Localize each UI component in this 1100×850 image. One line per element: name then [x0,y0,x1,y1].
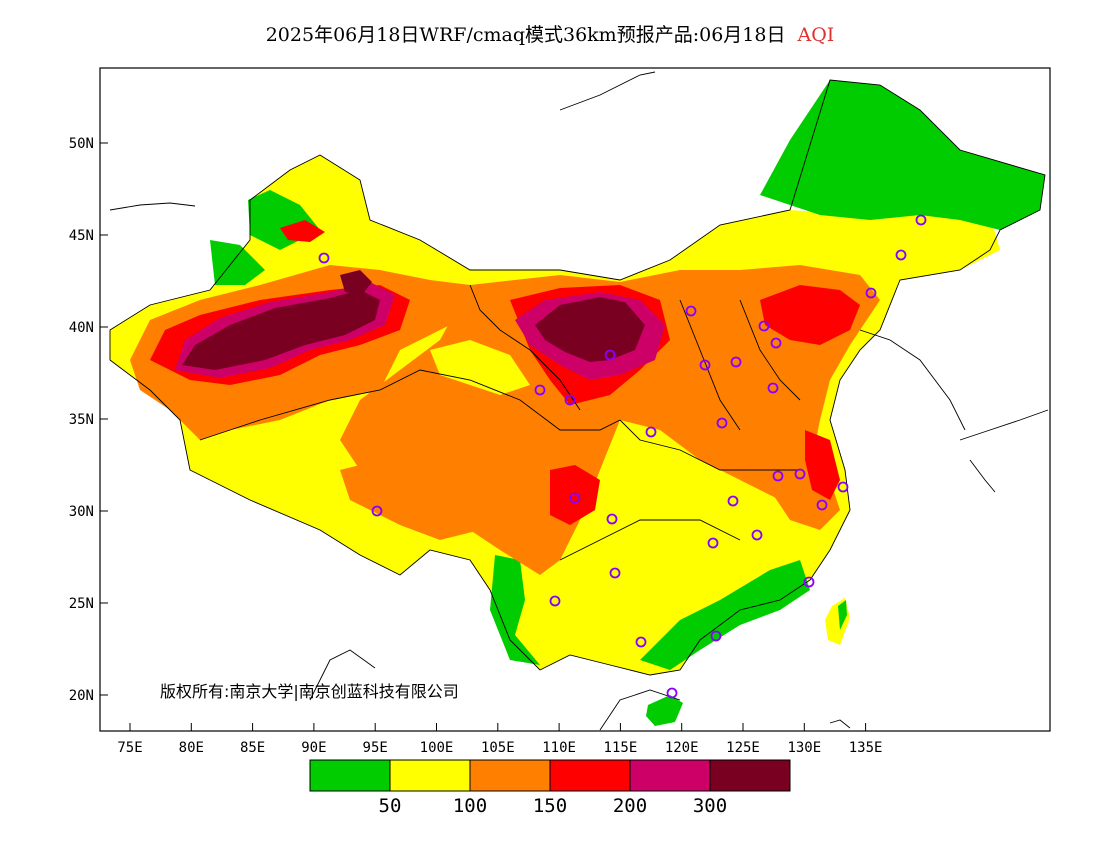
x-tick-label: 110E [542,740,576,756]
plot-frame [99,67,1051,732]
aqi-zone-hazardous-north [535,297,645,362]
station-marker [794,468,806,480]
x-tick-label: 135E [849,740,883,756]
aqi-zone-hazardous-xinjiang-2 [340,270,372,295]
station-marker [635,636,647,648]
station-marker [371,505,383,517]
station-marker [707,537,719,549]
map-field [109,71,1049,731]
station-marker [685,305,697,317]
copyright-text: 版权所有:南京大学|南京创蓝科技有限公司 [160,682,459,701]
aqi-zone-unhealthy-jiangsu [805,430,840,500]
boundary-lines [109,71,1049,731]
x-tick-label: 115E [604,740,638,756]
station-marker [772,470,784,482]
x-tick-label: 130E [787,740,821,756]
station-marker [837,481,849,493]
station-marker [645,426,657,438]
station-marker [609,567,621,579]
station-marker [915,214,927,226]
aqi-zone-usg-southwest [340,460,480,540]
title-text: 2025年06月18日WRF/cmaq模式36km预报产品:06月18日 [265,24,786,46]
station-marker [699,359,711,371]
aqi-zone-good-hainan [646,695,683,726]
station-marker [895,249,907,261]
y-tick-label: 45N [69,228,94,244]
y-axis: 50N 45N 40N 35N 30N 25N 20N [69,136,108,704]
station-marker [716,417,728,429]
station-marker [770,337,782,349]
station-marker [549,595,561,607]
legend-label: 50 [379,795,402,817]
station-marker [604,349,616,361]
legend-swatch [469,759,551,792]
station-marker [727,495,739,507]
aqi-zone-unhealthy-sichuan [550,465,600,525]
aqi-zone-good-southeast [640,560,810,670]
x-tick-label: 75E [117,740,142,756]
x-axis: 75E 80E 85E 90E 95E 100E 105E 110E 115E 120E 125E 1… [117,723,882,756]
x-tick-label: 85E [240,740,265,756]
y-tick-label: 50N [69,136,94,152]
station-marker [534,384,546,396]
station-marker [710,630,722,642]
legend-label: 100 [453,795,487,817]
y-tick-label: 35N [69,412,94,428]
y-tick-label: 40N [69,320,94,336]
title-variable: AQI [797,24,835,46]
x-tick-label: 120E [665,740,699,756]
legend-swatch [629,759,711,792]
station-marker [666,687,678,699]
aqi-zone-good-taiwan [838,600,847,630]
legend-swatch [549,759,631,792]
x-tick-label: 80E [179,740,204,756]
station-marker [318,252,330,264]
station-marker [730,356,742,368]
station-markers [318,214,927,699]
color-legend: 50 100 150 200 300 [309,759,791,817]
aqi-zone-good-northeast [760,80,1045,230]
station-marker [816,499,828,511]
y-tick-label: 25N [69,596,94,612]
aqi-zone-unhealthy-northeast [760,285,860,345]
legend-swatch [309,759,391,792]
aqi-zone-unhealthy-tianshan [280,220,325,242]
aqi-zone-moderate-central [620,440,760,570]
x-tick-label: 125E [726,740,760,756]
y-tick-label: 20N [69,688,94,704]
station-marker [606,513,618,525]
x-tick-label: 100E [420,740,454,756]
station-marker [767,382,779,394]
legend-swatch [389,759,471,792]
legend-swatch [709,759,791,792]
aqi-zone-good-south [490,555,540,665]
map-title: 2025年06月18日WRF/cmaq模式36km预报产品:06月18日 AQI [0,20,1100,47]
station-marker [751,529,763,541]
aqi-zone-good-west [210,240,265,285]
station-marker [569,492,581,504]
station-marker [564,394,576,406]
legend-label: 300 [693,795,727,817]
aqi-zone-hazardous-xinjiang [182,290,380,370]
x-tick-label: 105E [481,740,515,756]
station-marker [758,320,770,332]
x-tick-label: 95E [363,740,388,756]
station-marker [865,287,877,299]
x-tick-label: 90E [301,740,326,756]
aqi-zone-moderate-qinghai [430,340,530,395]
legend-label: 150 [533,795,567,817]
legend-label: 200 [613,795,647,817]
y-tick-label: 30N [69,504,94,520]
station-marker [803,576,815,588]
